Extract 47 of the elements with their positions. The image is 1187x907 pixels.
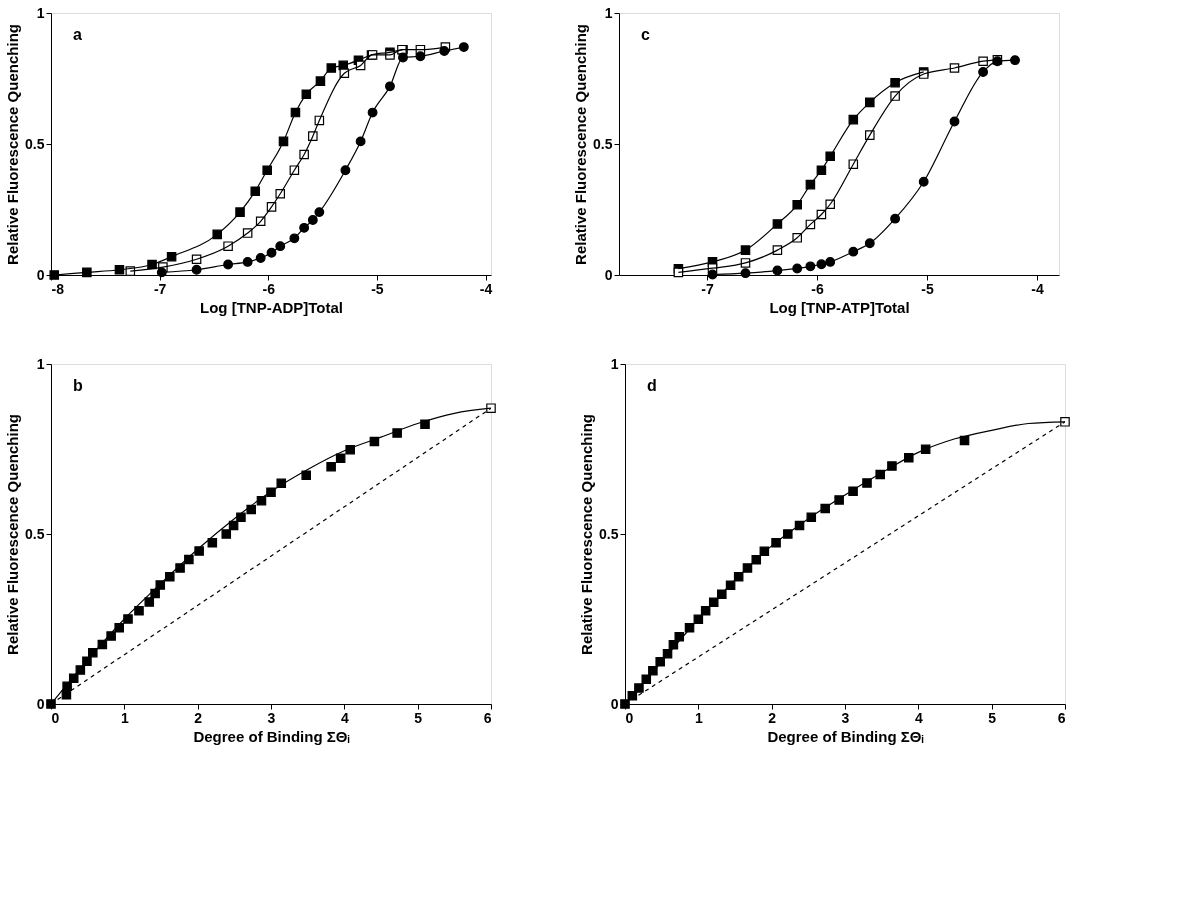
- y-tick-label: 0.5: [25, 135, 45, 152]
- x-axis-title: Log [TNP-ADP]Total: [199, 298, 344, 316]
- x-tick-label: 5: [414, 709, 423, 726]
- x-tick-label: 6: [1057, 709, 1066, 726]
- annotation: d: [647, 377, 657, 394]
- y-axis-title: Relative Fluorescence Quenching: [578, 414, 596, 655]
- x-tick-label: -7: [701, 280, 714, 297]
- x-tick-label: -8: [51, 280, 65, 297]
- x-tick-label: 3: [267, 709, 276, 726]
- x-tick-label: -6: [811, 280, 824, 297]
- x-tick-label: -5: [921, 280, 934, 297]
- y-tick-label: 1: [36, 4, 45, 21]
- x-tick-label: 2: [768, 709, 777, 726]
- y-tick-label: 0.5: [599, 525, 619, 542]
- x-tick-label: 4: [340, 709, 349, 726]
- x-tick-label: -6: [262, 280, 276, 297]
- x-tick-label: 1: [694, 709, 703, 726]
- y-tick-label: 0: [36, 695, 45, 712]
- y-tick-label: 1: [604, 4, 613, 21]
- y-tick-label: 0: [36, 266, 45, 283]
- x-tick-label: -5: [371, 280, 384, 297]
- y-axis-title: Relative Fluorescence Quenching: [4, 24, 22, 265]
- x-tick-label: 4: [914, 709, 923, 726]
- y-tick-label: 0.5: [25, 525, 45, 542]
- x-axis-title: Degree of Binding ΣΘᵢ: [767, 727, 924, 745]
- annotation: b: [73, 377, 83, 394]
- x-tick-label: -4: [1031, 280, 1044, 297]
- x-tick-label: 2: [194, 709, 203, 726]
- x-axis-title: Degree of Binding ΣΘᵢ: [193, 727, 350, 745]
- x-tick-label: 0: [51, 709, 60, 726]
- y-tick-label: 0.5: [593, 135, 613, 152]
- x-tick-label: -7: [153, 280, 167, 297]
- y-tick-label: 1: [610, 355, 619, 372]
- annotation: a: [73, 26, 82, 43]
- x-tick-label: 6: [483, 709, 492, 726]
- x-tick-label: 5: [988, 709, 997, 726]
- y-tick-label: 1: [36, 355, 45, 372]
- y-tick-label: 0: [610, 695, 619, 712]
- y-tick-label: 0: [604, 266, 613, 283]
- x-tick-label: 0: [625, 709, 634, 726]
- x-tick-label: 3: [841, 709, 850, 726]
- y-axis-title: Relative Fluorescence Quenching: [572, 24, 590, 265]
- x-tick-label: 1: [120, 709, 129, 726]
- y-axis-title: Relative Fluorescence Quenching: [4, 414, 22, 655]
- x-tick-label: -4: [479, 280, 493, 297]
- x-axis-title: Log [TNP-ATP]Total: [769, 298, 910, 316]
- annotation: c: [641, 26, 650, 43]
